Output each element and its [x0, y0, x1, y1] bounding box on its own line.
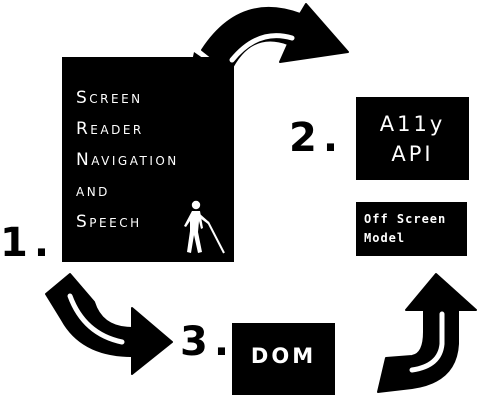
left-curved-arrow-icon [45, 273, 173, 375]
right-curved-arrow-icon [377, 273, 477, 393]
step-number-3: 3. [180, 319, 236, 365]
step-number-2: 2. [289, 115, 345, 161]
top-curved-arrow-icon [188, 3, 349, 100]
screen-reader-line: Navigation [76, 150, 179, 170]
screen-reader-line: Screen [76, 88, 143, 108]
step-number-1: 1. [0, 220, 56, 266]
screen-reader-line: Reader [76, 119, 144, 139]
a11y-api-label: A11y API [356, 109, 469, 169]
off-screen-model-line: Off Screen [364, 212, 447, 226]
a11y-api-box: A11y API [356, 97, 469, 180]
blind-person-walking-with-cane-icon [184, 200, 225, 254]
off-screen-model-box: Off Screen Model [356, 202, 467, 256]
a11y-api-line: API [391, 142, 434, 166]
screen-reader-label: Screen Reader Navigation and Speech [76, 83, 179, 238]
screen-reader-line: Speech [76, 212, 142, 232]
off-screen-model-label: Off Screen Model [364, 210, 446, 248]
off-screen-model-line: Model [364, 231, 406, 245]
dom-box: DOM [232, 323, 335, 395]
dom-label: DOM [250, 344, 317, 368]
screen-reader-line: and [76, 181, 110, 201]
screen-reader-box: Screen Reader Navigation and Speech [62, 57, 234, 262]
a11y-api-line: A11y [379, 112, 446, 136]
